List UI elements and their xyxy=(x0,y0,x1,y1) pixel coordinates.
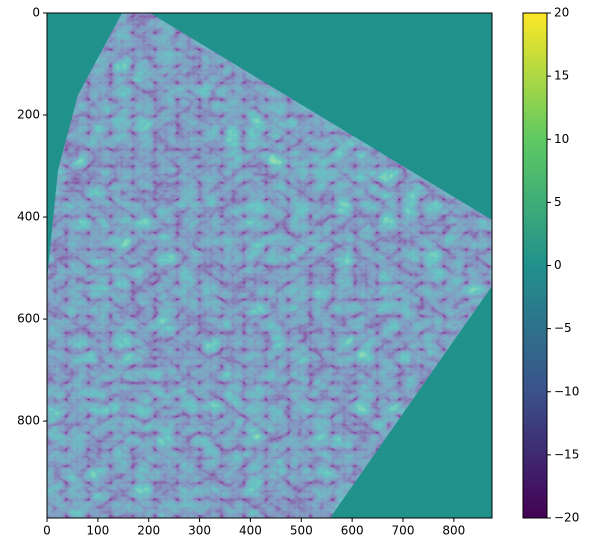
y-tick-label: 600 xyxy=(17,312,40,326)
colorbar-tick-label: 15 xyxy=(554,69,569,83)
x-tick-label: 0 xyxy=(43,524,51,538)
chart: 0100200300400500600700800020040060080020… xyxy=(0,0,591,545)
y-tick-label: 400 xyxy=(17,210,40,224)
colorbar-tick-label: 10 xyxy=(554,132,569,146)
colorbar-tick-label: 5 xyxy=(554,195,562,209)
x-tick-label: 800 xyxy=(442,524,465,538)
x-tick-label: 400 xyxy=(239,524,262,538)
y-tick-label: 800 xyxy=(17,414,40,428)
colorbar-tick-label: −15 xyxy=(554,447,579,461)
x-tick-label: 200 xyxy=(137,524,160,538)
x-tick-label: 300 xyxy=(188,524,211,538)
x-tick-label: 600 xyxy=(341,524,364,538)
y-tick-label: 0 xyxy=(32,6,40,20)
body: {"chart_data": {"type": "image", "xlim":… xyxy=(0,0,591,545)
colorbar-tick-label: 20 xyxy=(554,6,569,20)
colorbar-tick-label: −5 xyxy=(554,321,572,335)
colorbar-tick-label: 0 xyxy=(554,258,562,272)
x-tick-label: 500 xyxy=(290,524,313,538)
y-tick-label: 200 xyxy=(17,108,40,122)
x-tick-label: 700 xyxy=(392,524,415,538)
colorbar xyxy=(523,13,547,518)
x-tick-label: 100 xyxy=(86,524,109,538)
page: body { margin: 0; background: #fff; font… xyxy=(0,0,591,545)
colorbar-tick-label: −10 xyxy=(554,384,579,398)
colorbar-tick-label: −20 xyxy=(554,511,579,525)
